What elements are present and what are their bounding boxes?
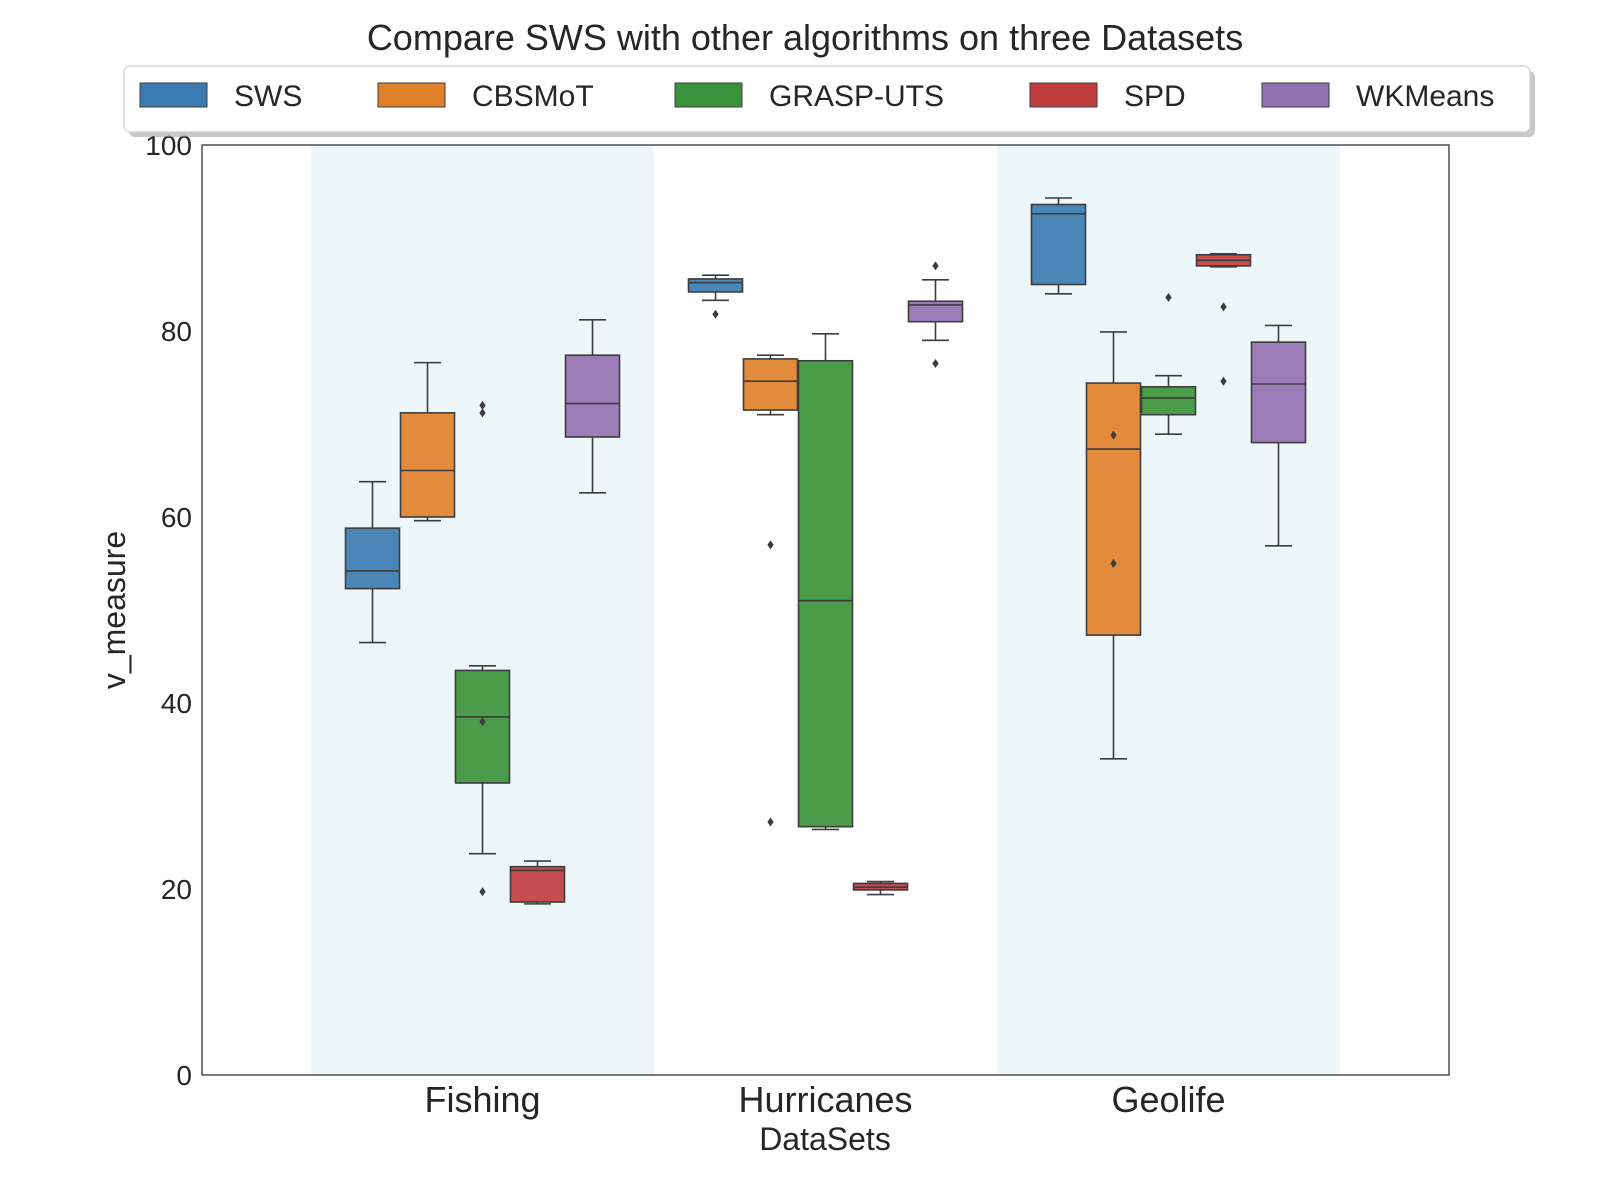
box-body: [1030, 203, 1087, 286]
box-body: [687, 278, 744, 293]
legend-swatch-wkmeans: [1261, 82, 1330, 108]
legend-label-sws: SWS: [234, 80, 302, 113]
outlier-point: [767, 540, 774, 550]
legend-swatch-cbsmot: [377, 82, 446, 108]
box-body: [509, 865, 566, 903]
legend-frame: [123, 65, 1531, 133]
box-body: [454, 669, 511, 784]
box-body: [1140, 385, 1197, 416]
outlier-point: [932, 261, 939, 271]
box-grasp-uts-fishing: [454, 400, 511, 897]
x-axis-label: DataSets: [759, 1121, 891, 1157]
box-sws-fishing: [344, 480, 401, 644]
legend-swatch-sws: [139, 82, 208, 108]
box-body: [344, 527, 401, 590]
outlier-point: [1110, 430, 1117, 440]
box-sws-hurricanes: [687, 274, 744, 319]
box-sws-geolife: [1030, 197, 1087, 295]
legend: SWS CBSMoT GRASP-UTS SPD WKMeans: [123, 65, 1535, 137]
box-body: [564, 354, 621, 438]
box-body: [742, 358, 799, 411]
outlier-point: [479, 717, 486, 727]
x-tick-label-fishing: Fishing: [424, 1079, 540, 1120]
legend-swatch-grasp-uts: [674, 82, 743, 108]
box-grasp-uts-geolife: [1140, 293, 1197, 436]
y-axis-label: v_measure: [96, 531, 132, 689]
y-tick-label: 0: [176, 1060, 192, 1091]
y-tick-label: 80: [161, 316, 192, 347]
legend-label-cbsmot: CBSMoT: [472, 80, 594, 113]
category-band-fishing: [311, 145, 654, 1075]
box-spd-hurricanes: [852, 880, 909, 896]
box-wkmeans-fishing: [564, 319, 621, 494]
y-tick-label: 20: [161, 874, 192, 905]
legend-label-spd: SPD: [1124, 80, 1186, 113]
x-tick-label-geolife: Geolife: [1111, 1079, 1225, 1120]
y-tick-label: 60: [161, 502, 192, 533]
box-body: [399, 412, 456, 518]
outlier-point: [932, 359, 939, 369]
outlier-point: [1110, 559, 1117, 568]
legend-label-wkmeans: WKMeans: [1356, 80, 1494, 113]
x-tick-label-hurricanes: Hurricanes: [738, 1079, 912, 1120]
plot-frame: [201, 144, 1450, 1076]
outlier-point: [712, 309, 719, 319]
box-wkmeans-hurricanes: [907, 261, 964, 369]
outlier-point: [1220, 302, 1227, 312]
outlier-point: [479, 887, 486, 897]
x-axis-ticks: Fishing Hurricanes Geolife: [424, 1079, 1225, 1120]
chart-title: Compare SWS with other algorithms on thr…: [367, 17, 1243, 58]
box-body: [1085, 382, 1142, 636]
box-spd-fishing: [509, 860, 566, 905]
legend-swatch-spd: [1029, 82, 1098, 108]
outlier-point: [479, 400, 486, 410]
outlier-point: [479, 408, 486, 418]
box-spd-geolife: [1195, 253, 1252, 386]
box-cbsmot-geolife: [1085, 331, 1142, 760]
outlier-point: [1165, 293, 1172, 303]
legend-label-grasp-uts: GRASP-UTS: [769, 80, 944, 113]
box-cbsmot-hurricanes: [742, 354, 799, 827]
box-body: [797, 359, 854, 828]
box-body: [1250, 341, 1307, 444]
box-grasp-uts-hurricanes: [797, 332, 854, 831]
box-wkmeans-geolife: [1250, 324, 1307, 547]
outlier-point: [767, 817, 774, 827]
outlier-point: [1220, 376, 1227, 386]
box-groups: [344, 197, 1307, 905]
box-cbsmot-fishing: [399, 361, 456, 522]
y-tick-label: 40: [161, 688, 192, 719]
box-body: [907, 300, 964, 323]
